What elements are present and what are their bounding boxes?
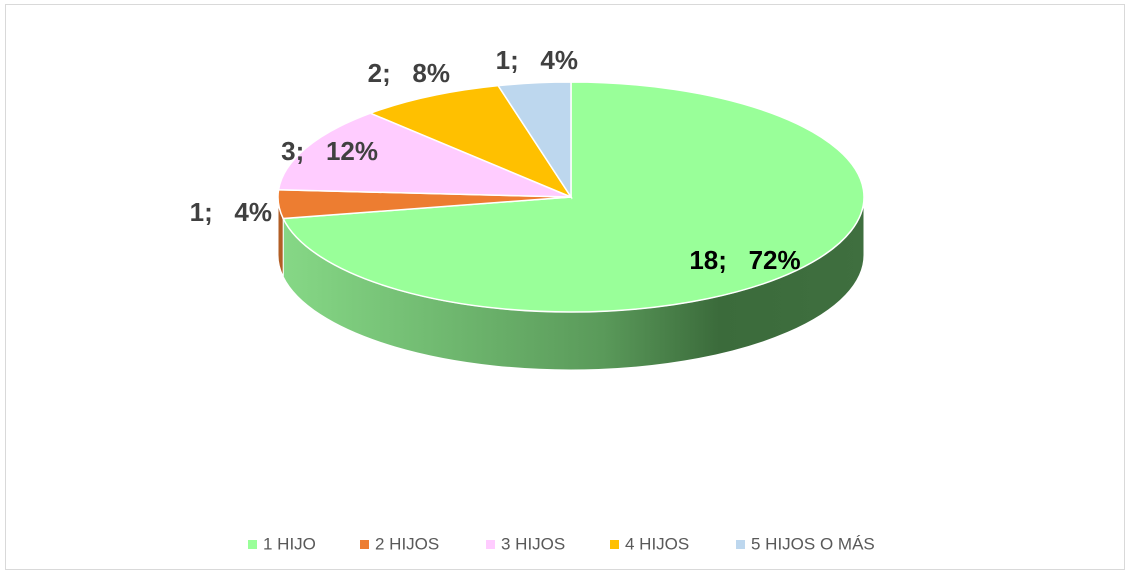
legend-label: 5 HIJOS O MÁS — [751, 534, 875, 553]
legend-label: 1 HIJO — [263, 534, 316, 553]
legend-label: 3 HIJOS — [501, 534, 565, 553]
data-label: 3; 12% — [281, 136, 378, 166]
pie-slice — [368, 84, 573, 199]
legend-label: 2 HIJOS — [375, 534, 439, 553]
data-label: 1; 4% — [496, 45, 578, 75]
pie-slice — [496, 81, 572, 200]
data-label: 18; 72% — [689, 245, 800, 275]
pie-slice — [277, 112, 572, 198]
data-label: 2; 8% — [368, 58, 450, 88]
data-label: 1; 4% — [190, 197, 272, 227]
legend-marker — [248, 540, 257, 549]
legend-marker — [736, 540, 745, 549]
legend-marker — [610, 540, 619, 549]
legend-marker — [360, 540, 369, 549]
legend-marker — [486, 540, 495, 549]
pie-slice — [282, 81, 865, 313]
legend-label: 4 HIJOS — [625, 534, 689, 553]
